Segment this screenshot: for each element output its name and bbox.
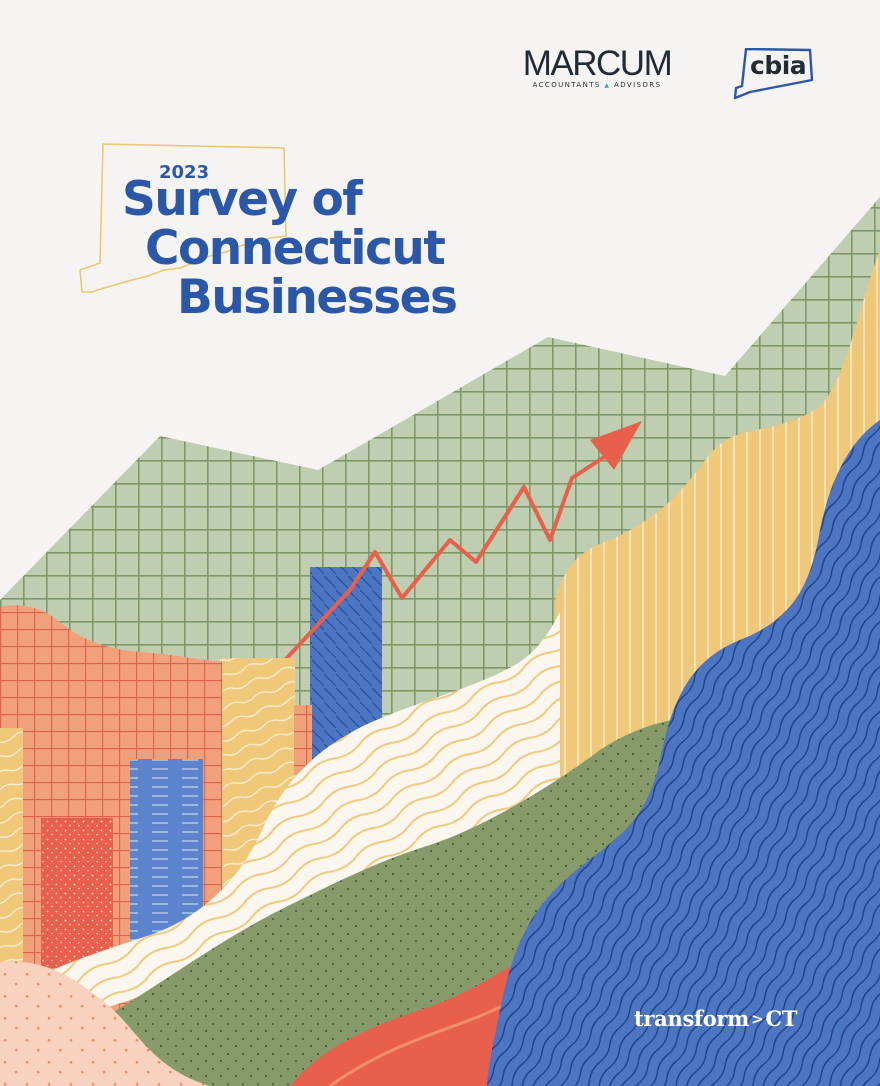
small-orange-block (294, 705, 312, 775)
marcum-logo: MARCUM ACCOUNTANTS ▲ ADVISORS (522, 44, 673, 89)
title-line-3: Businesses (177, 270, 458, 325)
cbia-wordmark: cbia (750, 51, 807, 80)
cream-wave-band (0, 612, 560, 1046)
report-year: 2023 (159, 162, 210, 183)
peach-dotted-hill (0, 961, 210, 1086)
transform-ct-right: CT (765, 1006, 798, 1031)
title-line-1: Survey of (122, 172, 363, 227)
cbia-state-outline-icon (733, 47, 814, 100)
trend-arrow-icon (283, 421, 642, 662)
marcum-tagline-right: ADVISORS (614, 81, 662, 89)
marcum-tagline-left: ACCOUNTANTS (532, 81, 601, 89)
marcum-wordmark: MARCUM (522, 44, 673, 83)
chevron-right-icon: > (751, 1010, 764, 1028)
triangle-icon: ▲ (604, 82, 611, 89)
title-line-2: Connecticut (145, 221, 446, 276)
red-dotted-column (41, 818, 113, 968)
transform-ct-logo: transform >CT (634, 1006, 797, 1031)
blue-wave-band (487, 420, 880, 1086)
left-mustard-strip (0, 728, 23, 978)
transform-ct-left: transform (634, 1006, 750, 1031)
marcum-tagline: ACCOUNTANTS ▲ ADVISORS (522, 81, 672, 89)
cbia-logo: cbia (732, 47, 816, 102)
